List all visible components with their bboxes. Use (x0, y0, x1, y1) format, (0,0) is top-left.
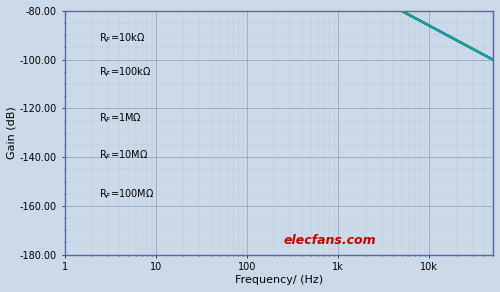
Text: R$_F$=100kΩ: R$_F$=100kΩ (100, 65, 152, 79)
Text: R$_F$=100MΩ: R$_F$=100MΩ (100, 187, 154, 201)
Text: elecfans.com: elecfans.com (284, 234, 376, 246)
Text: R$_F$=1MΩ: R$_F$=1MΩ (100, 111, 142, 125)
Text: R$_F$=10MΩ: R$_F$=10MΩ (100, 148, 148, 162)
Text: R$_F$=10kΩ: R$_F$=10kΩ (100, 31, 146, 45)
X-axis label: Frequency/ (Hz): Frequency/ (Hz) (235, 275, 323, 285)
Y-axis label: Gain (dB): Gain (dB) (7, 106, 17, 159)
